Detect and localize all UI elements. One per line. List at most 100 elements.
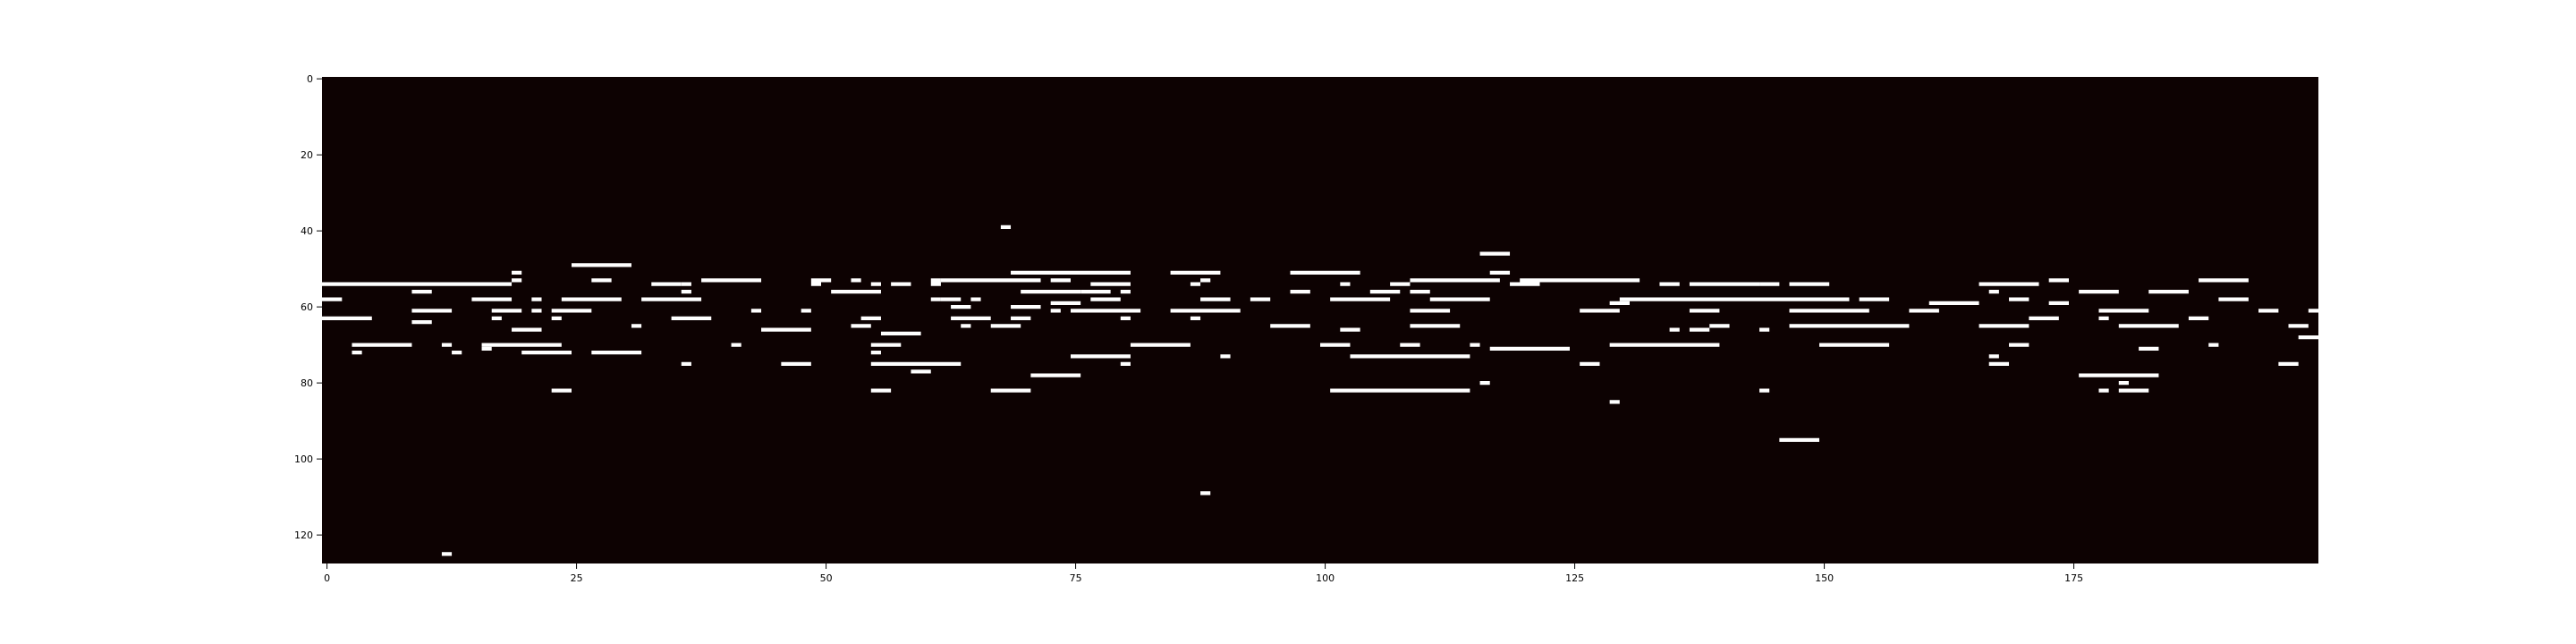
- note-138: [1859, 297, 1890, 301]
- note-104: [1390, 282, 1411, 286]
- note-15: [491, 316, 502, 320]
- note-61: [951, 305, 971, 309]
- note-119: [1580, 361, 1600, 366]
- x-axis: 0 25 50 75 100 125 150 175: [324, 564, 2083, 584]
- note-65: [990, 324, 1021, 328]
- note-169: [2308, 309, 2318, 313]
- note-164: [2218, 297, 2249, 301]
- note-50: [870, 351, 881, 355]
- note-93: [1250, 297, 1271, 301]
- note-163: [2208, 343, 2219, 347]
- note-27: [591, 278, 612, 283]
- note-101: [1340, 327, 1360, 332]
- note-41: [801, 309, 811, 313]
- note-94: [1270, 324, 1310, 328]
- note-150: [2048, 301, 2069, 305]
- note-8: [441, 343, 453, 347]
- plot-area: [322, 77, 2318, 564]
- note-86: [1170, 309, 1241, 313]
- note-148: [2029, 316, 2059, 320]
- note-68: [1011, 270, 1131, 275]
- note-13: [481, 346, 492, 351]
- y-tick-label-0: 0: [307, 73, 313, 85]
- note-14: [491, 309, 522, 313]
- note-62: [951, 316, 991, 320]
- note-77: [1071, 354, 1131, 359]
- note-120: [1609, 301, 1630, 305]
- note-3: [352, 343, 412, 347]
- note-30: [641, 297, 702, 301]
- note-28: [591, 351, 642, 355]
- note-129: [1709, 324, 1730, 328]
- note-106: [1410, 278, 1500, 283]
- note-60: [940, 297, 962, 301]
- note-0: [322, 282, 513, 286]
- note-85: [1170, 270, 1221, 275]
- note-130: [1759, 327, 1770, 332]
- note-81: [1120, 290, 1131, 294]
- note-111: [1470, 343, 1480, 347]
- note-143: [1988, 290, 1999, 294]
- note-153: [2098, 309, 2149, 313]
- note-24: [551, 388, 572, 393]
- note-76: [1071, 309, 1141, 313]
- note-25: [561, 297, 622, 301]
- notes-layer: [322, 225, 2318, 556]
- note-17: [512, 278, 522, 283]
- note-45: [851, 278, 861, 283]
- note-57: [930, 282, 941, 286]
- note-137: [1819, 343, 1890, 347]
- note-98: [1330, 297, 1391, 301]
- x-tick-label-0: 0: [324, 572, 330, 584]
- note-23: [551, 316, 562, 320]
- x-tick-label-25: 25: [571, 572, 583, 584]
- y-tick-label-40: 40: [301, 225, 313, 237]
- note-103: [1369, 290, 1401, 294]
- note-146: [2009, 297, 2029, 301]
- note-26: [572, 263, 631, 267]
- note-73: [1050, 278, 1071, 283]
- note-58: [930, 297, 941, 301]
- note-40: [781, 361, 811, 366]
- note-89: [1200, 278, 1211, 283]
- note-151: [2079, 373, 2159, 377]
- note-88: [1190, 316, 1201, 320]
- y-tick-label-20: 20: [301, 149, 313, 161]
- note-82: [1120, 316, 1131, 320]
- note-117: [1520, 278, 1640, 283]
- note-144: [1988, 354, 1999, 359]
- note-97: [1320, 343, 1351, 347]
- note-34: [681, 290, 691, 294]
- x-tick-label-50: 50: [820, 572, 833, 584]
- note-95: [1290, 290, 1310, 294]
- note-48: [870, 282, 881, 286]
- note-90: [1200, 297, 1231, 301]
- note-19: [521, 351, 572, 355]
- note-123: [1619, 297, 1850, 301]
- note-16: [512, 270, 522, 275]
- note-139: [1909, 309, 1939, 313]
- note-125: [1669, 327, 1680, 332]
- x-tick-label-75: 75: [1070, 572, 1082, 584]
- note-56: [930, 278, 941, 283]
- note-49: [870, 343, 902, 347]
- note-32: [671, 316, 712, 320]
- note-67: [1000, 225, 1012, 229]
- note-10: [452, 351, 462, 355]
- x-tick-label-125: 125: [1565, 572, 1584, 584]
- note-71: [1021, 290, 1081, 294]
- note-31: [651, 282, 682, 286]
- y-tick-label-120: 120: [294, 530, 313, 541]
- note-39: [761, 327, 811, 332]
- y-tick-label-100: 100: [294, 453, 313, 465]
- note-18: [512, 327, 542, 332]
- note-114: [1489, 270, 1511, 275]
- y-axis: 0 20 40 60 80 100 120: [294, 73, 322, 541]
- note-102: [1350, 354, 1470, 359]
- x-tick-label-100: 100: [1316, 572, 1335, 584]
- note-165: [2258, 309, 2279, 313]
- note-127: [1689, 309, 1720, 313]
- note-20: [531, 297, 542, 301]
- note-11: [471, 297, 513, 301]
